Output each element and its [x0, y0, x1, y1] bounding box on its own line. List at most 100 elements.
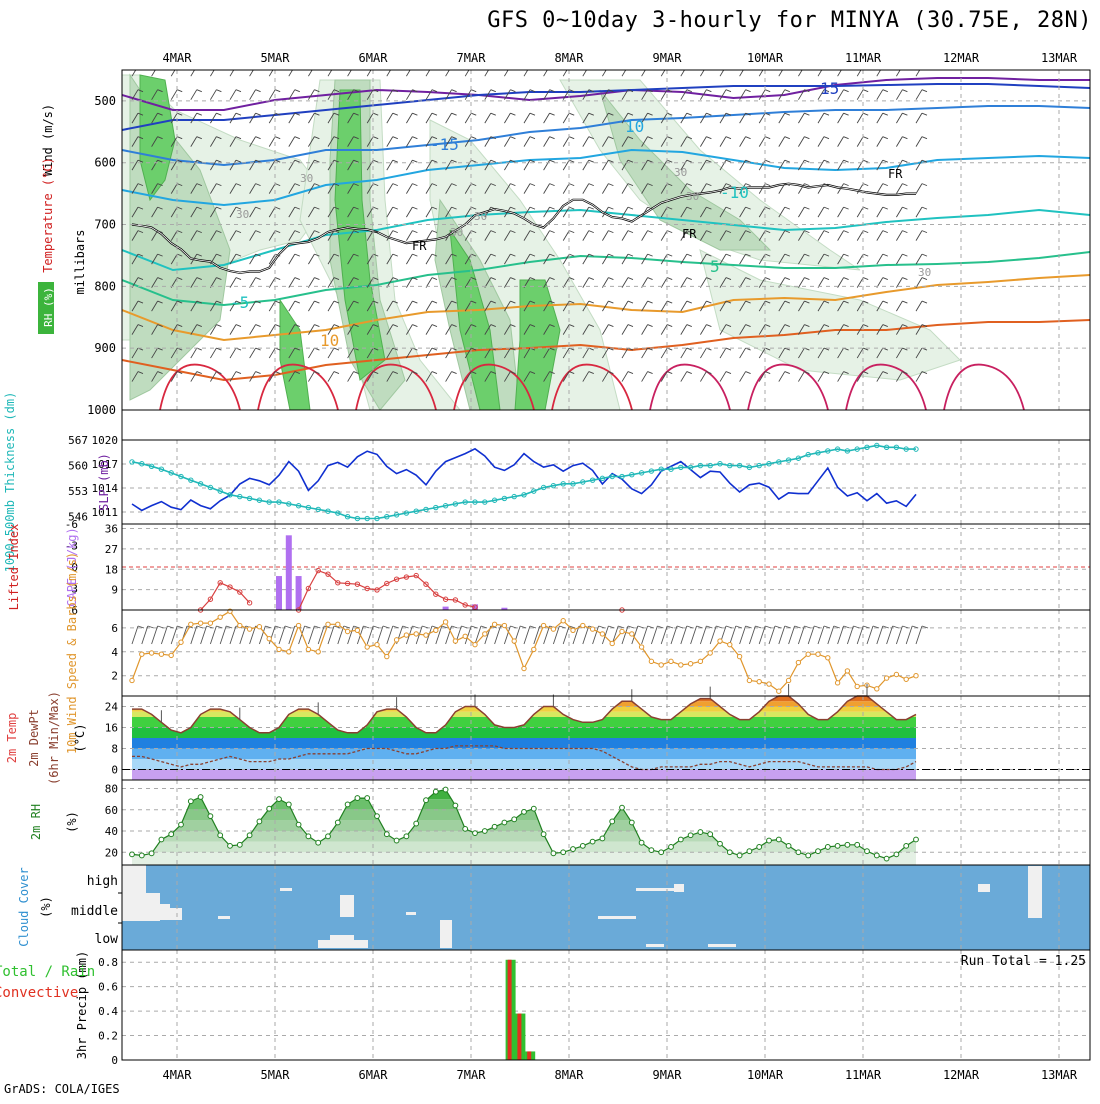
rh-point [570, 846, 576, 852]
barb-flag [823, 300, 830, 304]
barb-staff [680, 183, 688, 194]
barb-flag [471, 66, 476, 68]
barb-staff [464, 347, 472, 359]
barb-staff [798, 159, 805, 171]
barb-flag [882, 300, 888, 304]
barb-flag [471, 347, 477, 351]
barb-staff [229, 159, 237, 171]
wind-barb [445, 112, 457, 124]
barb-staff [837, 300, 844, 312]
barb-staff [504, 230, 511, 241]
barb-flag [804, 112, 810, 116]
barb-staff [190, 371, 198, 382]
surface-wind-barb [366, 625, 374, 645]
wind-barb [327, 206, 340, 218]
rh-point [354, 795, 361, 801]
barb-flag [255, 206, 261, 210]
wind-barb [464, 253, 477, 265]
barb-staff [327, 347, 335, 359]
wind-barb [190, 183, 202, 194]
wind-barb [562, 136, 575, 147]
cape-tick: 9 [111, 584, 118, 597]
wind-barb [229, 89, 242, 100]
wind-barb [700, 206, 712, 218]
barb-flag [627, 371, 634, 374]
wind-barb [562, 230, 575, 241]
wind-barb [366, 300, 379, 312]
wind-barb [896, 89, 908, 100]
barb-staff [308, 206, 315, 218]
precip-convective-bar [527, 1051, 532, 1060]
wind-barb [151, 89, 163, 100]
rh-point [824, 844, 831, 850]
barb-staff [602, 253, 609, 265]
barb-flag [608, 183, 614, 187]
wind-barb [151, 277, 163, 288]
thickness-point [766, 461, 772, 467]
barb-staff [876, 206, 884, 218]
surface-wind-barb [445, 625, 453, 645]
barb-flag [667, 300, 673, 304]
slp-tick: 1014 [92, 482, 119, 495]
barb-flag [784, 136, 790, 140]
barb-flag [471, 159, 477, 163]
wind-barb [660, 112, 673, 124]
thickness-point [433, 504, 439, 511]
thickness-point [678, 464, 684, 471]
barb-flag [392, 277, 398, 281]
rh-point [276, 796, 282, 803]
barb-flag [373, 183, 379, 187]
wind-speed-point [893, 671, 900, 678]
barb-flag [177, 277, 183, 281]
barb-flag [333, 277, 340, 281]
barb-flag [686, 136, 692, 140]
rh2m-axis-title: 2m RH [29, 804, 43, 840]
barb-flag [569, 136, 575, 140]
wind-barb [915, 230, 928, 241]
thickness-point [795, 455, 802, 461]
barb-flag [529, 89, 536, 93]
wind-barb [660, 159, 673, 171]
date-tick-top: 11MAR [845, 51, 882, 65]
wind-barb [445, 206, 457, 218]
barb-staff [562, 70, 568, 77]
barb-staff [915, 112, 923, 124]
barb-staff [151, 112, 158, 124]
barb-staff [817, 112, 825, 124]
barb-staff [464, 70, 470, 77]
barb-flag [314, 253, 320, 257]
rh-point [393, 837, 400, 844]
wind-barb [347, 230, 359, 241]
barb-flag [490, 89, 496, 93]
barb-staff [621, 277, 629, 288]
barb-flag [137, 159, 144, 163]
rh-point [668, 844, 674, 850]
wind-barb [504, 136, 516, 147]
barb-flag [765, 347, 771, 351]
wind-barb [582, 159, 594, 171]
temp-band [132, 769, 916, 780]
barb-staff [876, 159, 884, 171]
cape-axis-title: CAPE (J/kg) [65, 527, 79, 606]
isotherm-loop [943, 363, 1025, 410]
surface-wind-barb [464, 625, 472, 645]
barb-flag [471, 371, 477, 374]
panel-frame-slp [121, 439, 1091, 525]
barb-staff [582, 300, 590, 312]
barb-staff [347, 89, 354, 100]
wind-barb [700, 112, 712, 124]
barb-staff [739, 112, 746, 124]
barb-staff [798, 136, 805, 147]
barb-staff [425, 183, 433, 194]
wind-barb [386, 230, 398, 241]
barb-flag [392, 206, 398, 210]
surface-wind-barb [298, 625, 306, 645]
pressure-tick: 700 [94, 218, 116, 232]
surface-wind-flag [686, 625, 693, 629]
wind-barb [817, 89, 830, 100]
wind-speed-point [413, 631, 419, 637]
wind-barb [366, 277, 379, 288]
wind-speed-point [668, 658, 674, 665]
wind-barb [719, 206, 732, 218]
barb-staff [327, 230, 335, 241]
